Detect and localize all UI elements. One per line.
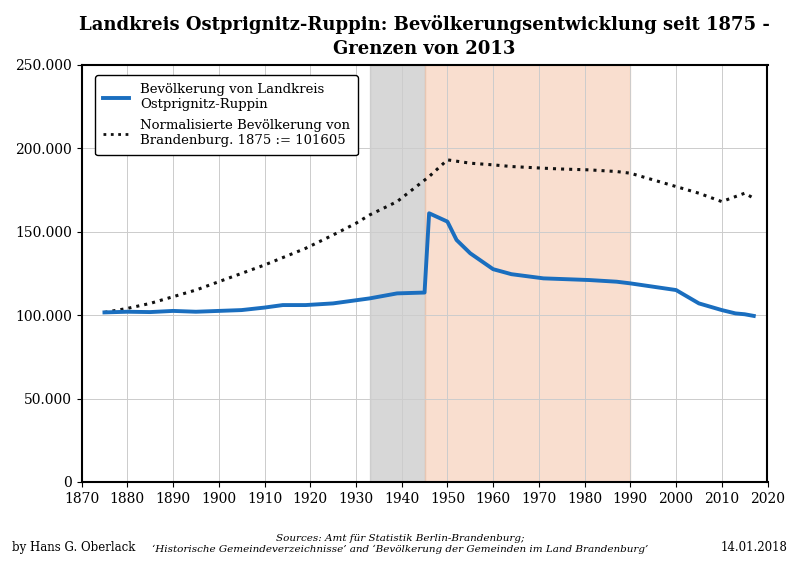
Text: by Hans G. Oberlack: by Hans G. Oberlack [12, 541, 135, 554]
Bevölkerung von Landkreis
Ostprignitz-Ruppin [214, 307, 223, 314]
Title: Landkreis Ostprignitz-Ruppin: Bevölkerungsentwicklung seit 1875 -
Grenzen von 20: Landkreis Ostprignitz-Ruppin: Bevölkerun… [79, 15, 770, 58]
Normalisierte Bevölkerung von
Brandenburg. 1875 := 101605 [626, 170, 635, 177]
Bevölkerung von Landkreis
Ostprignitz-Ruppin [392, 290, 402, 297]
Bevölkerung von Landkreis
Ostprignitz-Ruppin [730, 310, 740, 317]
Bevölkerung von Landkreis
Ostprignitz-Ruppin [626, 280, 635, 287]
Normalisierte Bevölkerung von
Brandenburg. 1875 := 101605 [584, 166, 594, 173]
Normalisierte Bevölkerung von
Brandenburg. 1875 := 101605 [351, 220, 361, 226]
Normalisierte Bevölkerung von
Brandenburg. 1875 := 101605 [557, 166, 566, 173]
Normalisierte Bevölkerung von
Brandenburg. 1875 := 101605 [260, 261, 270, 268]
Normalisierte Bevölkerung von
Brandenburg. 1875 := 101605 [488, 161, 498, 168]
Normalisierte Bevölkerung von
Brandenburg. 1875 := 101605 [301, 245, 310, 252]
Normalisierte Bevölkerung von
Brandenburg. 1875 := 101605 [191, 286, 201, 293]
Bevölkerung von Landkreis
Ostprignitz-Ruppin [328, 300, 338, 307]
Bevölkerung von Landkreis
Ostprignitz-Ruppin [671, 286, 681, 293]
Normalisierte Bevölkerung von
Brandenburg. 1875 := 101605 [730, 193, 740, 200]
Normalisierte Bevölkerung von
Brandenburg. 1875 := 101605 [694, 190, 704, 196]
Bevölkerung von Landkreis
Ostprignitz-Ruppin [452, 237, 462, 243]
Line: Normalisierte Bevölkerung von
Brandenburg. 1875 := 101605: Normalisierte Bevölkerung von Brandenbur… [105, 160, 754, 312]
Bevölkerung von Landkreis
Ostprignitz-Ruppin [612, 278, 622, 285]
Text: 14.01.2018: 14.01.2018 [721, 541, 788, 554]
Bar [370, 65, 425, 482]
Bevölkerung von Landkreis
Ostprignitz-Ruppin [146, 308, 155, 315]
Normalisierte Bevölkerung von
Brandenburg. 1875 := 101605 [328, 231, 338, 238]
Bevölkerung von Landkreis
Ostprignitz-Ruppin [488, 266, 498, 273]
Bevölkerung von Landkreis
Ostprignitz-Ruppin [749, 312, 758, 319]
Bevölkerung von Landkreis
Ostprignitz-Ruppin [301, 302, 310, 308]
Normalisierte Bevölkerung von
Brandenburg. 1875 := 101605 [717, 198, 726, 205]
Bevölkerung von Landkreis
Ostprignitz-Ruppin [260, 304, 270, 311]
Normalisierte Bevölkerung von
Brandenburg. 1875 := 101605 [237, 270, 246, 277]
Normalisierte Bevölkerung von
Brandenburg. 1875 := 101605 [506, 163, 516, 170]
Bevölkerung von Landkreis
Ostprignitz-Ruppin [648, 284, 658, 290]
Bevölkerung von Landkreis
Ostprignitz-Ruppin [122, 308, 132, 315]
Normalisierte Bevölkerung von
Brandenburg. 1875 := 101605 [648, 177, 658, 183]
Normalisierte Bevölkerung von
Brandenburg. 1875 := 101605 [671, 183, 681, 190]
Normalisierte Bevölkerung von
Brandenburg. 1875 := 101605 [612, 168, 622, 175]
Bevölkerung von Landkreis
Ostprignitz-Ruppin [420, 289, 430, 296]
Bevölkerung von Landkreis
Ostprignitz-Ruppin [538, 275, 548, 282]
Normalisierte Bevölkerung von
Brandenburg. 1875 := 101605 [538, 165, 548, 171]
Normalisierte Bevölkerung von
Brandenburg. 1875 := 101605 [392, 198, 402, 205]
Bevölkerung von Landkreis
Ostprignitz-Ruppin [584, 277, 594, 284]
Normalisierte Bevölkerung von
Brandenburg. 1875 := 101605 [466, 160, 475, 166]
Normalisierte Bevölkerung von
Brandenburg. 1875 := 101605 [442, 156, 452, 163]
Normalisierte Bevölkerung von
Brandenburg. 1875 := 101605 [749, 195, 758, 201]
Normalisierte Bevölkerung von
Brandenburg. 1875 := 101605 [100, 309, 110, 316]
Bevölkerung von Landkreis
Ostprignitz-Ruppin [442, 218, 452, 225]
Bevölkerung von Landkreis
Ostprignitz-Ruppin [466, 250, 475, 257]
Bevölkerung von Landkreis
Ostprignitz-Ruppin [191, 308, 201, 315]
Normalisierte Bevölkerung von
Brandenburg. 1875 := 101605 [214, 278, 223, 285]
Normalisierte Bevölkerung von
Brandenburg. 1875 := 101605 [168, 293, 178, 300]
Bevölkerung von Landkreis
Ostprignitz-Ruppin [365, 295, 374, 302]
Bevölkerung von Landkreis
Ostprignitz-Ruppin [717, 307, 726, 314]
Text: Sources: Amt für Statistik Berlin-Brandenburg;
‘Historische Gemeindeverzeichniss: Sources: Amt für Statistik Berlin-Brande… [152, 534, 648, 554]
Normalisierte Bevölkerung von
Brandenburg. 1875 := 101605 [146, 300, 155, 307]
Bevölkerung von Landkreis
Ostprignitz-Ruppin [278, 302, 287, 308]
Bar [425, 65, 630, 482]
Normalisierte Bevölkerung von
Brandenburg. 1875 := 101605 [365, 212, 374, 218]
Legend: Bevölkerung von Landkreis
Ostprignitz-Ruppin, Normalisierte Bevölkerung von
Bran: Bevölkerung von Landkreis Ostprignitz-Ru… [95, 75, 358, 155]
Normalisierte Bevölkerung von
Brandenburg. 1875 := 101605 [740, 190, 750, 196]
Bevölkerung von Landkreis
Ostprignitz-Ruppin [100, 309, 110, 316]
Normalisierte Bevölkerung von
Brandenburg. 1875 := 101605 [122, 305, 132, 312]
Bevölkerung von Landkreis
Ostprignitz-Ruppin [740, 311, 750, 318]
Bevölkerung von Landkreis
Ostprignitz-Ruppin [694, 300, 704, 307]
Line: Bevölkerung von Landkreis
Ostprignitz-Ruppin: Bevölkerung von Landkreis Ostprignitz-Ru… [105, 213, 754, 316]
Bevölkerung von Landkreis
Ostprignitz-Ruppin [168, 307, 178, 314]
Bevölkerung von Landkreis
Ostprignitz-Ruppin [237, 307, 246, 314]
Normalisierte Bevölkerung von
Brandenburg. 1875 := 101605 [424, 173, 434, 180]
Bevölkerung von Landkreis
Ostprignitz-Ruppin [506, 271, 516, 277]
Bevölkerung von Landkreis
Ostprignitz-Ruppin [424, 210, 434, 217]
